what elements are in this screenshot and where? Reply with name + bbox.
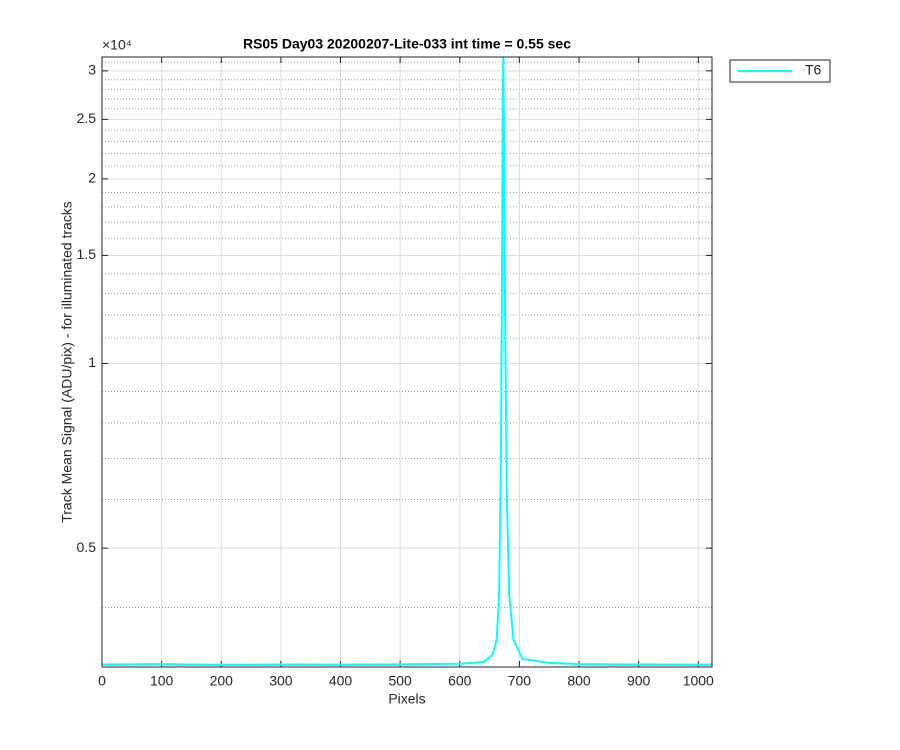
y-exponent: ×10⁴: [102, 37, 132, 53]
x-tick-label: 300: [269, 673, 293, 689]
x-tick-label: 500: [388, 673, 412, 689]
x-axis-label: Pixels: [388, 691, 425, 707]
legend-label: T6: [805, 62, 822, 78]
x-tick-label: 200: [210, 673, 234, 689]
x-tick-label: 600: [448, 673, 472, 689]
y-tick-label: 1: [88, 354, 96, 370]
y-tick-label: 2.5: [77, 110, 97, 126]
y-tick-label: 0.5: [77, 539, 97, 555]
x-tick-label: 400: [329, 673, 353, 689]
y-tick-label: 3: [88, 62, 96, 78]
x-tick-label: 800: [567, 673, 591, 689]
x-tick-label: 1000: [683, 673, 714, 689]
x-tick-label: 100: [150, 673, 174, 689]
x-tick-label: 900: [627, 673, 651, 689]
y-axis-label: Track Mean Signal (ADU/pix) - for illumi…: [59, 201, 75, 523]
data-line: [101, 56, 713, 666]
y-tick-label: 1.5: [77, 246, 97, 262]
x-tick-label: 0: [98, 673, 106, 689]
axes-box: [101, 56, 713, 668]
y-tick-label: 2: [88, 170, 96, 186]
chart-title: RS05 Day03 20200207-Lite-033 int time = …: [243, 36, 571, 52]
x-tick-label: 700: [508, 673, 532, 689]
